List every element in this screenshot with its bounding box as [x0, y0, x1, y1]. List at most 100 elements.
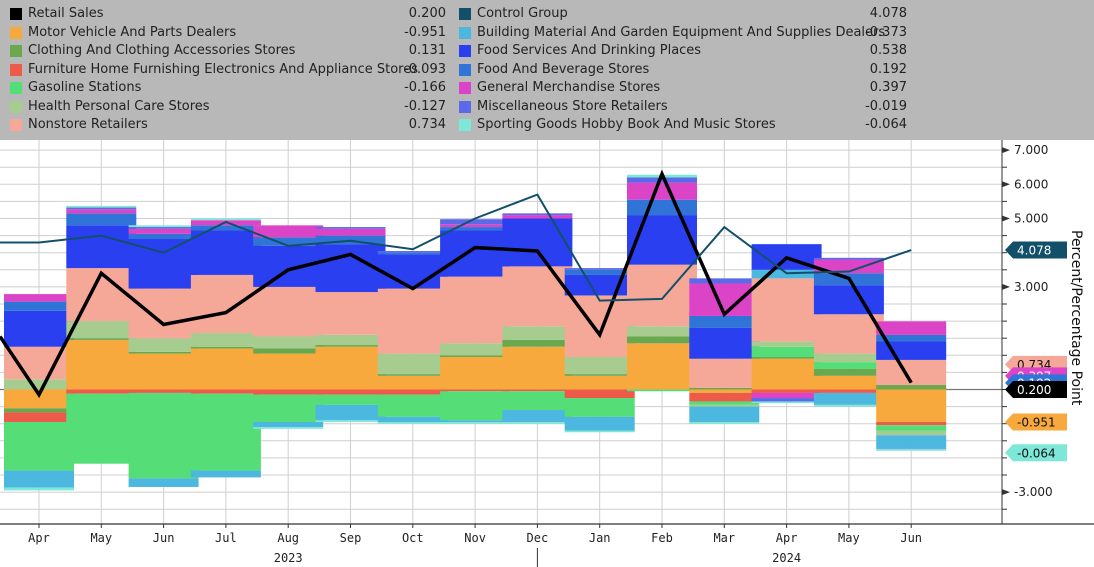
- bar-segment: [377, 374, 448, 376]
- bar-segment: [502, 213, 573, 216]
- bar-segment: [253, 237, 324, 246]
- x-tick-label: Sep: [340, 531, 362, 545]
- bar-segment: [876, 448, 947, 451]
- bar-segment: [190, 346, 261, 349]
- legend-item: Miscellaneous Store Retailers -0.019: [459, 98, 907, 116]
- legend-swatch: [459, 45, 471, 57]
- bar-segment: [502, 421, 573, 424]
- bar-segment: [564, 375, 635, 390]
- bar-segment: [253, 225, 324, 238]
- bar-segment: [689, 358, 760, 388]
- legend-item: Retail Sales 0.200: [10, 5, 446, 23]
- bar-segment: [315, 389, 386, 395]
- bar-segment: [876, 389, 947, 423]
- legend-label: General Merchandise Stores: [477, 80, 661, 95]
- bar-segment: [564, 269, 635, 275]
- bar-segment: [4, 301, 74, 311]
- bar-segment: [502, 339, 573, 347]
- bar-segment: [502, 346, 573, 390]
- y-tick-label: -3.000: [1014, 485, 1053, 499]
- legend-value: 0.192: [869, 61, 907, 77]
- bar-segment: [190, 470, 261, 478]
- x-tick-label: Jul: [215, 531, 237, 545]
- legend-value: -0.064: [865, 117, 907, 132]
- x-tick-label: Jun: [153, 531, 175, 545]
- bar-segment: [876, 422, 947, 426]
- bar-segment: [751, 389, 822, 393]
- bar-segment: [440, 355, 511, 358]
- bar-segment: [4, 389, 74, 409]
- legend-label: Miscellaneous Store Retailers: [477, 98, 668, 114]
- y-tick-marker: [1002, 215, 1010, 222]
- x-tick-label: May: [838, 531, 860, 545]
- legend-swatch: [459, 82, 471, 94]
- bar-segment: [689, 406, 760, 422]
- bar-segment: [4, 310, 74, 347]
- bar-segment: [813, 353, 884, 363]
- bar-segment: [377, 421, 448, 424]
- retail-sales-line: [0, 169, 913, 399]
- legend-swatch: [459, 119, 471, 131]
- legend-label: Motor Vehicle And Parts Dealers: [28, 24, 237, 40]
- bar-segment: [502, 215, 573, 219]
- legend-item: Gasoline Stations -0.166: [10, 79, 446, 97]
- bar-segment: [128, 338, 199, 352]
- bar-segment: [315, 346, 386, 390]
- bar-segment: [377, 375, 448, 390]
- legend-item: Control Group 4.078: [459, 5, 907, 23]
- bar-segment: [876, 385, 947, 390]
- legend-item: Building Material And Garden Equipment A…: [459, 24, 907, 42]
- y-tick-label: 3.000: [1014, 280, 1048, 294]
- value-tag: [1005, 241, 1067, 259]
- bar-segment: [440, 389, 511, 392]
- value-tag-label: -0.951: [1017, 416, 1056, 430]
- x-tick-label: Oct: [402, 531, 424, 545]
- value-tag-label: 0.200: [1017, 383, 1051, 397]
- bar-segment: [689, 421, 760, 424]
- bar-segment: [190, 230, 261, 275]
- legend-item: Furniture Home Furnishing Electronics An…: [10, 61, 446, 79]
- value-tag: [1005, 381, 1067, 398]
- bar-segment: [377, 353, 448, 375]
- bar-segment: [128, 228, 199, 234]
- bar-segment: [876, 425, 947, 431]
- bar-segment: [66, 205, 137, 208]
- legend-label: Health Personal Care Stores: [28, 98, 210, 114]
- bar-segment: [751, 346, 822, 358]
- bar-segment: [190, 218, 261, 221]
- bar-segment: [689, 278, 760, 284]
- stacked-bar-chart: 7.000 6.000 5.000 3.000 -3.000 Apr May Jun Jul Au…: [0, 140, 1094, 567]
- value-tag-label: -0.064: [1017, 446, 1056, 460]
- bar-segment: [440, 276, 511, 344]
- legend-value: 0.538: [869, 43, 907, 58]
- bar-segment: [440, 224, 511, 228]
- bar-segment: [813, 259, 884, 274]
- bar-segment: [564, 398, 635, 417]
- y-tick-label: 7.000: [1014, 143, 1048, 157]
- bar-segment: [564, 374, 635, 376]
- bar-segment: [253, 336, 324, 349]
- bar-segment: [751, 278, 822, 342]
- bar-segment: [813, 404, 884, 407]
- bar-segment: [689, 327, 760, 359]
- control-group-line: [0, 193, 912, 302]
- bar-segment: [627, 199, 697, 216]
- bar-segment: [253, 427, 324, 429]
- bar-segment: [66, 393, 137, 464]
- bar-segment: [627, 182, 697, 200]
- bar-segment: [502, 391, 573, 411]
- bar-segment: [190, 333, 261, 347]
- legend-value: -0.951: [404, 24, 446, 40]
- legend-label: Food And Beverage Stores: [477, 61, 650, 77]
- legend-value: 4.078: [869, 6, 907, 21]
- bar-segment: [128, 225, 199, 228]
- bar-segment: [876, 435, 947, 448]
- bar-segment: [66, 321, 137, 339]
- bar-segment: [564, 357, 635, 375]
- legend-item: Sporting Goods Hobby Book And Music Stor…: [459, 116, 907, 134]
- bar-segment: [128, 351, 199, 354]
- bar-segment: [4, 412, 74, 422]
- bar-segment: [377, 389, 448, 395]
- bar-segment: [4, 487, 74, 491]
- value-tag: [1005, 413, 1067, 431]
